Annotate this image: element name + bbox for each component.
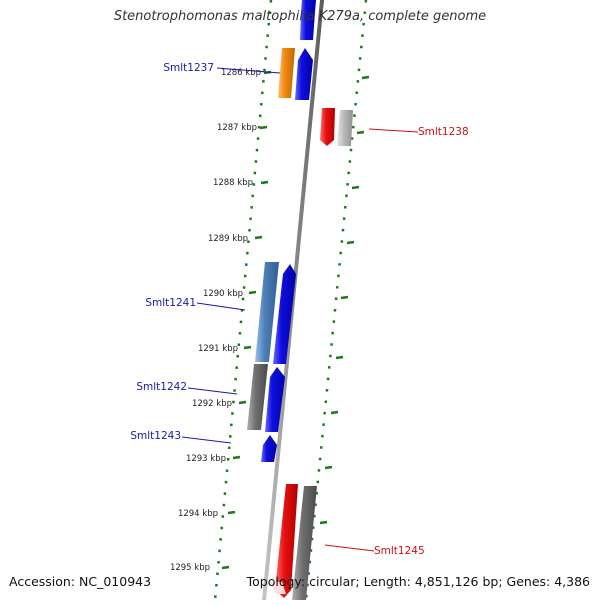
gene-smlt1243-blue xyxy=(261,435,277,462)
kbp-tick-mark xyxy=(248,290,257,295)
kbp-tick-mark xyxy=(227,510,236,515)
outer-ring-dash-9 xyxy=(319,520,328,525)
gene-blue-arrow-2 xyxy=(273,264,296,364)
gene-pink-fade xyxy=(270,582,286,594)
label-connector-smlt1242 xyxy=(187,387,238,395)
gene-label-smlt1243[interactable]: Smlt1243 xyxy=(130,430,181,442)
kbp-tick-label: 1286 kbp xyxy=(221,68,261,78)
gene-blue-top xyxy=(300,0,316,40)
kbp-tick-mark xyxy=(238,400,247,405)
kbp-tick-mark xyxy=(243,345,252,350)
gene-label-smlt1242[interactable]: Smlt1242 xyxy=(136,381,187,393)
kbp-tick-label: 1287 kbp xyxy=(217,123,257,133)
gene-smlt1237-orange xyxy=(278,48,295,98)
kbp-tick-mark xyxy=(260,180,269,185)
accession-text: Accession: NC_010943 xyxy=(9,574,152,589)
inner-ring-guide xyxy=(213,0,273,601)
outer-ring-dash-7 xyxy=(330,410,339,415)
gene-blue-arrow-3 xyxy=(265,367,285,432)
genome-summary-text: Topology: circular; Length: 4,851,126 bp… xyxy=(246,574,590,589)
gene-lightgray-1 xyxy=(337,110,353,146)
kbp-tick-label: 1289 kbp xyxy=(208,234,248,244)
kbp-tick-mark xyxy=(221,565,230,570)
gene-label-smlt1245[interactable]: Smlt1245 xyxy=(374,545,425,557)
label-connector-smlt1241 xyxy=(196,302,246,311)
gene-label-smlt1238[interactable]: Smlt1238 xyxy=(418,126,469,138)
gene-label-smlt1237[interactable]: Smlt1237 xyxy=(163,62,214,74)
outer-ring-dash-5 xyxy=(340,295,349,300)
gene-blue-arrow-1 xyxy=(295,48,313,100)
outer-ring-guide xyxy=(304,0,368,601)
outer-ring-dash-8 xyxy=(324,465,333,470)
kbp-tick-label: 1293 kbp xyxy=(186,454,226,464)
kbp-tick-mark xyxy=(259,125,268,130)
kbp-tick-mark xyxy=(232,455,241,460)
kbp-tick-label: 1290 kbp xyxy=(203,289,243,299)
kbp-tick-label: 1291 kbp xyxy=(198,344,238,354)
gene-smlt1241-steelblue xyxy=(255,262,279,362)
label-connector-smlt1238 xyxy=(368,128,419,133)
outer-ring-dash-4 xyxy=(346,240,355,245)
kbp-tick-label: 1295 kbp xyxy=(170,563,210,573)
label-connector-smlt1243 xyxy=(181,436,232,444)
label-connector-smlt1245 xyxy=(324,544,375,552)
outer-ring-dash-6 xyxy=(335,355,344,360)
gene-label-smlt1241[interactable]: Smlt1241 xyxy=(145,297,196,309)
gene-smlt1245-red xyxy=(275,484,298,598)
map-title: Stenotrophomonas maltophilia K279a, comp… xyxy=(113,9,487,24)
kbp-tick-mark xyxy=(254,235,263,240)
gene-smlt1242-gray xyxy=(247,364,268,430)
gene-smlt1238-red xyxy=(320,108,335,146)
kbp-tick-label: 1292 kbp xyxy=(192,399,232,409)
outer-ring-dash-1 xyxy=(361,75,370,80)
kbp-tick-label: 1294 kbp xyxy=(178,509,218,519)
gene-gray-2 xyxy=(292,486,317,600)
kbp-tick-label: 1288 kbp xyxy=(213,178,253,188)
outer-ring-dash-3 xyxy=(351,185,360,190)
outer-ring-dash-2 xyxy=(356,130,365,135)
label-connector-smlt1237 xyxy=(216,67,281,74)
